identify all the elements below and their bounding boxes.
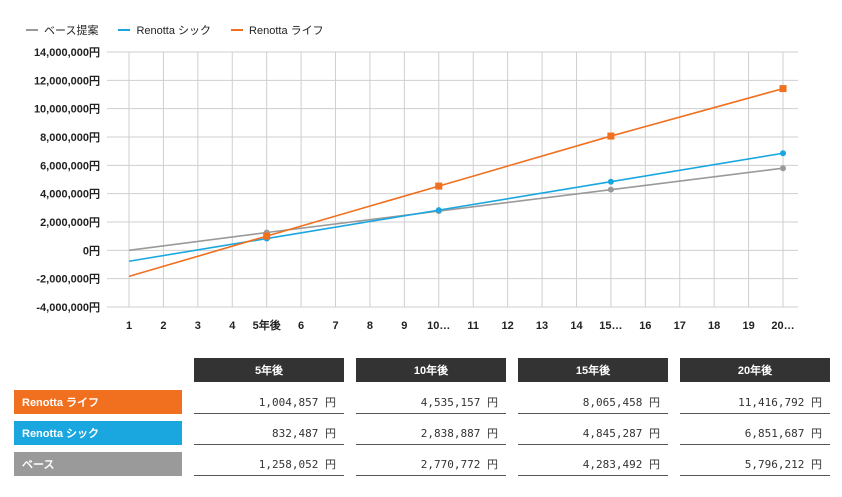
x-tick-label: 20… xyxy=(771,320,794,332)
legend-item-life[interactable]: Renotta ライフ xyxy=(231,22,324,38)
table-header-15y: 15年後 xyxy=(518,358,668,382)
row-label-base: ベース xyxy=(14,452,182,476)
legend-item-sick[interactable]: Renotta シック xyxy=(118,22,211,38)
legend-label-base: ベース提案 xyxy=(44,25,99,37)
y-tick-label: -4,000,000円 xyxy=(36,301,100,314)
x-tick-label: 12 xyxy=(502,320,514,332)
y-tick-label: 6,000,000円 xyxy=(40,159,100,172)
table-header-5y: 5年後 xyxy=(194,358,344,382)
table-cell: 832,487 円 xyxy=(194,421,344,445)
data-point xyxy=(435,182,443,190)
y-tick-label: 12,000,000円 xyxy=(34,74,100,87)
data-point xyxy=(607,186,614,193)
table-cell: 4,283,492 円 xyxy=(518,452,668,476)
table-cell: 4,845,287 円 xyxy=(518,421,668,445)
y-tick-label: 2,000,000円 xyxy=(40,216,100,229)
x-tick-label: 15… xyxy=(599,320,622,332)
y-tick-label: 14,000,000円 xyxy=(34,46,100,59)
data-point xyxy=(263,232,271,240)
series-line xyxy=(128,87,784,278)
x-tick-label: 16 xyxy=(639,320,651,332)
y-tick-label: 4,000,000円 xyxy=(40,188,100,201)
table-header-20y: 20年後 xyxy=(680,358,830,382)
data-point xyxy=(780,150,786,157)
row-label-sick: Renotta シック xyxy=(14,421,182,445)
table-cell: 1,258,052 円 xyxy=(194,452,344,476)
data-point xyxy=(607,178,614,185)
x-tick-label: 19 xyxy=(742,320,754,332)
x-tick-label: 7 xyxy=(332,320,338,332)
legend-label-sick: Renotta シック xyxy=(136,25,212,37)
table-cell: 8,065,458 円 xyxy=(518,390,668,414)
table-cell: 6,851,687 円 xyxy=(680,421,830,445)
legend-swatch-base xyxy=(26,29,38,31)
x-tick-label: 3 xyxy=(195,320,201,332)
data-point xyxy=(779,85,787,93)
x-tick-label: 5年後 xyxy=(253,318,282,332)
data-point xyxy=(607,132,615,140)
data-point xyxy=(435,207,442,214)
x-tick-label: 8 xyxy=(367,320,373,332)
x-tick-label: 11 xyxy=(467,320,479,332)
row-label-life: Renotta ライフ xyxy=(14,390,182,414)
legend-swatch-sick xyxy=(118,29,131,31)
x-tick-label: 2 xyxy=(160,320,166,332)
chart-legend: ベース提案 Renotta シック Renotta ライフ xyxy=(26,22,324,38)
table-cell: 1,004,857 円 xyxy=(194,390,344,414)
table-header-10y: 10年後 xyxy=(356,358,506,382)
table-cell: 4,535,157 円 xyxy=(356,390,506,414)
data-point xyxy=(780,165,786,172)
legend-item-base[interactable]: ベース提案 xyxy=(26,22,98,38)
y-tick-label: 10,000,000円 xyxy=(34,103,100,116)
x-tick-label: 1 xyxy=(126,320,132,332)
y-tick-label: 0円 xyxy=(83,244,100,257)
table-cell: 5,796,212 円 xyxy=(680,452,830,476)
x-tick-label: 17 xyxy=(674,320,686,332)
table-cell: 2,838,887 円 xyxy=(356,421,506,445)
y-tick-label: -2,000,000円 xyxy=(36,273,100,286)
x-tick-label: 18 xyxy=(708,320,720,332)
x-tick-label: 10… xyxy=(427,320,450,332)
table-cell: 11,416,792 円 xyxy=(680,390,830,414)
line-chart: -4,000,000円 -2,000,000円 0円 2,000,000円 4,000,… xyxy=(34,46,798,332)
legend-swatch-life xyxy=(231,29,244,31)
series-line xyxy=(128,152,784,263)
x-tick-label: 6 xyxy=(298,320,304,332)
y-tick-label: 8,000,000円 xyxy=(40,131,100,144)
x-tick-label: 14 xyxy=(570,320,583,332)
x-tick-label: 13 xyxy=(536,320,548,332)
x-tick-label: 9 xyxy=(401,320,407,332)
legend-label-life: Renotta ライフ xyxy=(249,25,324,37)
table-cell: 2,770,772 円 xyxy=(356,452,506,476)
x-tick-label: 4 xyxy=(229,320,236,332)
